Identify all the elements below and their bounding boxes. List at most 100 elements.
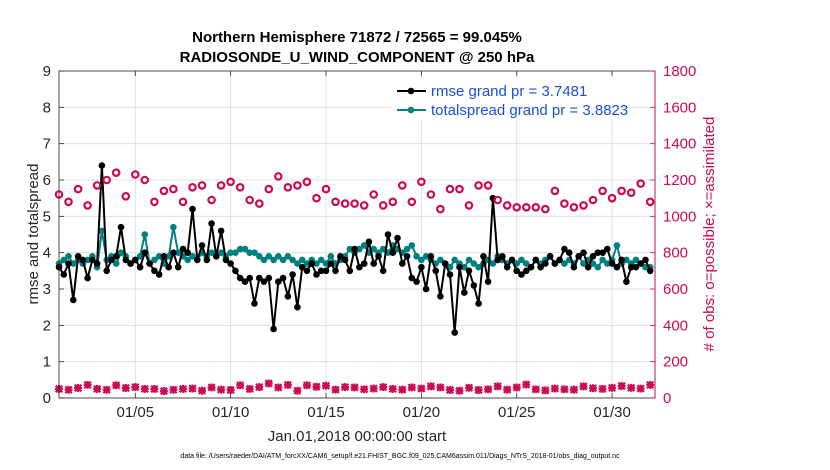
totalspread-point xyxy=(265,252,273,260)
obs-assimilated-mark xyxy=(484,385,493,394)
obs-possible-point xyxy=(493,195,503,205)
totalspread-point xyxy=(241,245,249,253)
rmse-point xyxy=(580,249,587,256)
rmse-point xyxy=(518,271,525,278)
rmse-point xyxy=(570,263,578,271)
totalspread-point xyxy=(174,249,182,256)
obs-assimilated-mark xyxy=(541,386,550,395)
rmse-point xyxy=(170,249,177,256)
obs-assimilated-point xyxy=(321,381,331,390)
y-tick-label: 4 xyxy=(43,245,51,262)
rmse-point xyxy=(74,252,82,260)
rmse-point xyxy=(646,267,654,275)
obs-possible-point xyxy=(150,197,159,207)
obs-assimilated-point xyxy=(369,384,378,393)
obs-possible-point xyxy=(645,197,655,207)
obs-assimilated-point xyxy=(264,379,273,388)
obs-possible-point xyxy=(502,201,512,210)
obs-assimilated-point xyxy=(169,385,178,394)
rmse-point xyxy=(413,278,420,286)
obs-possible-point xyxy=(293,181,302,190)
legend-spread-marker xyxy=(407,106,415,114)
rmse-point xyxy=(523,267,530,275)
rmse-point xyxy=(246,274,253,282)
obs-possible-point xyxy=(512,203,522,212)
obs-possible-point xyxy=(302,177,312,187)
totalspread-point xyxy=(70,260,77,267)
obs-assimilated-point xyxy=(503,385,512,394)
obs-possible-point xyxy=(626,188,636,198)
totalspread-point xyxy=(599,256,606,264)
rmse-point xyxy=(632,263,640,271)
y-right-tick-label: 200 xyxy=(663,354,688,371)
rmse-point xyxy=(327,260,335,267)
y-tick-label: 2 xyxy=(43,317,51,334)
obs-possible-point xyxy=(216,181,226,190)
obs-assimilated-point xyxy=(197,386,207,395)
obs-assimilated-point xyxy=(531,385,540,394)
y-tick-label: 1 xyxy=(43,354,51,371)
rmse-point xyxy=(475,300,482,307)
obs-assimilated-point xyxy=(569,385,579,394)
totalspread-point xyxy=(360,242,368,249)
obs-assimilated-mark xyxy=(341,383,350,392)
obs-possible-point xyxy=(197,181,207,190)
totalspread-point xyxy=(246,249,253,256)
rmse-point xyxy=(575,252,582,260)
rmse-point xyxy=(303,267,311,275)
rmse-point xyxy=(627,263,635,271)
obs-assimilated-mark xyxy=(636,384,645,393)
obs-assimilated-mark xyxy=(503,385,512,394)
rmse-point xyxy=(70,296,77,304)
rmse-point xyxy=(203,256,211,264)
obs-assimilated-point xyxy=(512,383,521,392)
legend-rmse-marker xyxy=(407,87,415,95)
rmse-point xyxy=(437,293,444,300)
obs-possible-point xyxy=(273,172,283,181)
rmse-point xyxy=(356,263,363,271)
obs-assimilated-point xyxy=(445,385,455,395)
rmse-point xyxy=(618,256,625,264)
totalspread-point xyxy=(208,249,215,256)
obs-assimilated-point xyxy=(255,383,264,392)
rmse-point xyxy=(351,245,358,253)
totalspread-point xyxy=(184,256,191,264)
obs-possible-point xyxy=(464,201,474,210)
obs-assimilated-point xyxy=(426,382,435,391)
rmse-point xyxy=(341,256,349,264)
obs-assimilated-mark xyxy=(608,383,617,392)
obs-assimilated-point xyxy=(293,386,302,395)
obs-assimilated-point xyxy=(550,384,559,393)
obs-assimilated-mark xyxy=(598,384,607,393)
rmse-point xyxy=(155,271,163,278)
rmse-point xyxy=(561,245,568,253)
series-layer xyxy=(55,162,654,336)
totalspread-point xyxy=(451,256,459,264)
totalspread-point xyxy=(170,223,177,231)
obs-assimilated-mark xyxy=(417,384,426,393)
obs-assimilated-point xyxy=(150,384,159,393)
obs-assimilated-mark xyxy=(236,381,245,390)
y-right-tick-label: 0 xyxy=(663,390,671,407)
obs-assimilated-point xyxy=(217,385,226,394)
x-tick-label: 01/10 xyxy=(212,404,250,421)
obs-possible-point xyxy=(521,203,531,212)
totalspread-point xyxy=(518,256,525,264)
totalspread-point xyxy=(317,256,325,264)
rmse-point xyxy=(251,300,258,307)
totalspread-point xyxy=(112,260,120,267)
obs-assimilated-mark xyxy=(550,384,559,393)
obs-assimilated-point xyxy=(398,385,407,394)
rmse-point xyxy=(556,256,563,264)
legend-rmse-label: rmse grand pr = 3.7481 xyxy=(431,83,587,100)
totalspread-point xyxy=(322,260,330,267)
rmse-point xyxy=(127,260,134,267)
obs-assimilated-point xyxy=(588,384,598,393)
y-tick-label: 6 xyxy=(43,172,51,189)
y-axis-right: 0 200 400 600 800 1000 1200 1400 1600 1800 xyxy=(650,63,696,407)
totalspread-point xyxy=(470,260,478,267)
rmse-point xyxy=(594,249,602,256)
obs-assimilated-point xyxy=(93,384,102,393)
obs-assimilated-point xyxy=(379,383,388,392)
obs-possible-point xyxy=(159,186,169,196)
